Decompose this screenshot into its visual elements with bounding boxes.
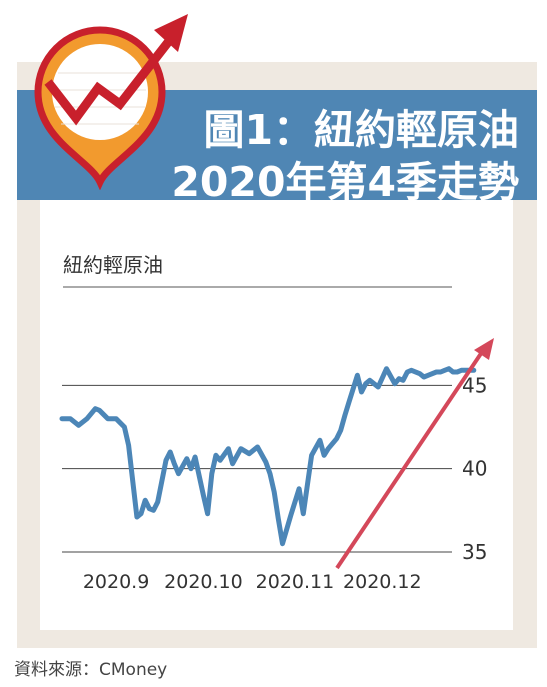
- gridlines: [62, 384, 452, 553]
- chart-subtitle: 紐約輕原油: [63, 253, 163, 277]
- trend-arrow-shaft: [335, 350, 484, 570]
- y-tick-label: 35: [462, 540, 487, 564]
- x-axis-ticks: 2020.9 2020.10 2020.11 2020.12: [83, 571, 422, 593]
- chart-title-line2: 2020年第4季走勢: [171, 158, 519, 206]
- y-tick-label: 40: [462, 457, 487, 481]
- chart-title-line1: 圖1：紐約輕原油: [203, 106, 519, 154]
- series-group: [59, 366, 477, 547]
- x-tick-label: 2020.9: [83, 571, 149, 593]
- x-tick-label: 2020.12: [343, 571, 422, 593]
- x-tick-label: 2020.11: [256, 571, 335, 593]
- trend-arrow: [335, 338, 494, 570]
- x-tick-label: 2020.10: [164, 571, 243, 593]
- chart-panel: [40, 200, 513, 630]
- rising-chart-pin-icon: [34, 14, 188, 190]
- trend-arrowhead: [474, 338, 494, 360]
- source-note: 資料來源：CMoney: [14, 660, 168, 680]
- series-line: [59, 366, 477, 547]
